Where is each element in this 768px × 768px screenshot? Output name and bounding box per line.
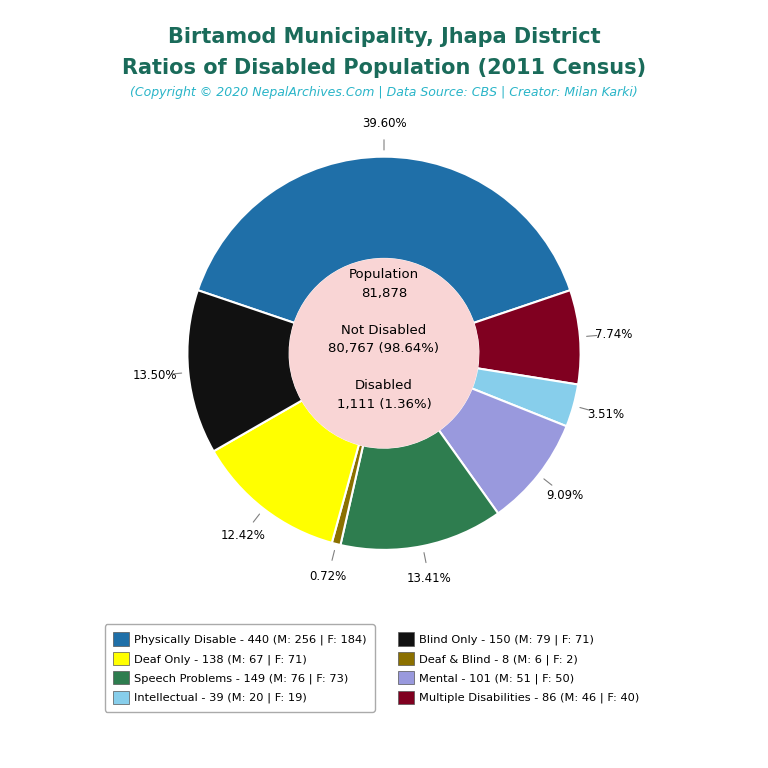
Text: (Copyright © 2020 NepalArchives.Com | Data Source: CBS | Creator: Milan Karki): (Copyright © 2020 NepalArchives.Com | Da… bbox=[130, 86, 638, 99]
Wedge shape bbox=[214, 400, 359, 543]
Text: Population
81,878

Not Disabled
80,767 (98.64%)

Disabled
1,111 (1.36%): Population 81,878 Not Disabled 80,767 (9… bbox=[329, 268, 439, 411]
Text: 3.51%: 3.51% bbox=[587, 408, 624, 421]
Text: 12.42%: 12.42% bbox=[220, 528, 266, 541]
Circle shape bbox=[290, 259, 478, 448]
Text: 7.74%: 7.74% bbox=[594, 328, 632, 341]
Wedge shape bbox=[439, 389, 567, 513]
Wedge shape bbox=[473, 290, 581, 385]
Legend: Blind Only - 150 (M: 79 | F: 71), Deaf & Blind - 8 (M: 6 | F: 2), Mental - 101 (: Blind Only - 150 (M: 79 | F: 71), Deaf &… bbox=[389, 624, 647, 712]
Wedge shape bbox=[340, 430, 498, 550]
Text: 13.41%: 13.41% bbox=[407, 572, 452, 585]
Text: 39.60%: 39.60% bbox=[362, 117, 406, 130]
Text: Ratios of Disabled Population (2011 Census): Ratios of Disabled Population (2011 Cens… bbox=[122, 58, 646, 78]
Wedge shape bbox=[472, 369, 578, 426]
Text: 13.50%: 13.50% bbox=[133, 369, 177, 382]
Wedge shape bbox=[198, 157, 570, 323]
Text: 0.72%: 0.72% bbox=[310, 570, 346, 583]
Wedge shape bbox=[332, 444, 363, 545]
Wedge shape bbox=[187, 290, 302, 452]
Text: Birtamod Municipality, Jhapa District: Birtamod Municipality, Jhapa District bbox=[167, 27, 601, 47]
Text: 9.09%: 9.09% bbox=[546, 489, 584, 502]
